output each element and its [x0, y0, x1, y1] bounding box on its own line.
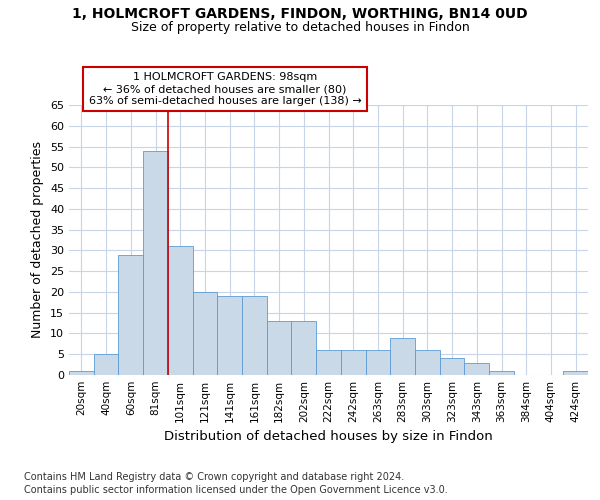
Bar: [316, 350, 341, 375]
Bar: [489, 371, 514, 375]
Bar: [464, 362, 489, 375]
Text: Size of property relative to detached houses in Findon: Size of property relative to detached ho…: [131, 21, 469, 34]
Text: 1 HOLMCROFT GARDENS: 98sqm
← 36% of detached houses are smaller (80)
63% of semi: 1 HOLMCROFT GARDENS: 98sqm ← 36% of deta…: [89, 72, 361, 106]
Bar: [390, 338, 415, 375]
Bar: [440, 358, 464, 375]
Text: Contains HM Land Registry data © Crown copyright and database right 2024.: Contains HM Land Registry data © Crown c…: [24, 472, 404, 482]
Bar: [193, 292, 217, 375]
Bar: [415, 350, 440, 375]
Bar: [168, 246, 193, 375]
Text: Contains public sector information licensed under the Open Government Licence v3: Contains public sector information licen…: [24, 485, 448, 495]
Text: 1, HOLMCROFT GARDENS, FINDON, WORTHING, BN14 0UD: 1, HOLMCROFT GARDENS, FINDON, WORTHING, …: [72, 8, 528, 22]
Bar: [365, 350, 390, 375]
Bar: [242, 296, 267, 375]
Bar: [143, 150, 168, 375]
X-axis label: Distribution of detached houses by size in Findon: Distribution of detached houses by size …: [164, 430, 493, 444]
Y-axis label: Number of detached properties: Number of detached properties: [31, 142, 44, 338]
Bar: [118, 254, 143, 375]
Bar: [341, 350, 365, 375]
Bar: [94, 354, 118, 375]
Bar: [563, 371, 588, 375]
Bar: [292, 321, 316, 375]
Bar: [267, 321, 292, 375]
Bar: [217, 296, 242, 375]
Bar: [69, 371, 94, 375]
